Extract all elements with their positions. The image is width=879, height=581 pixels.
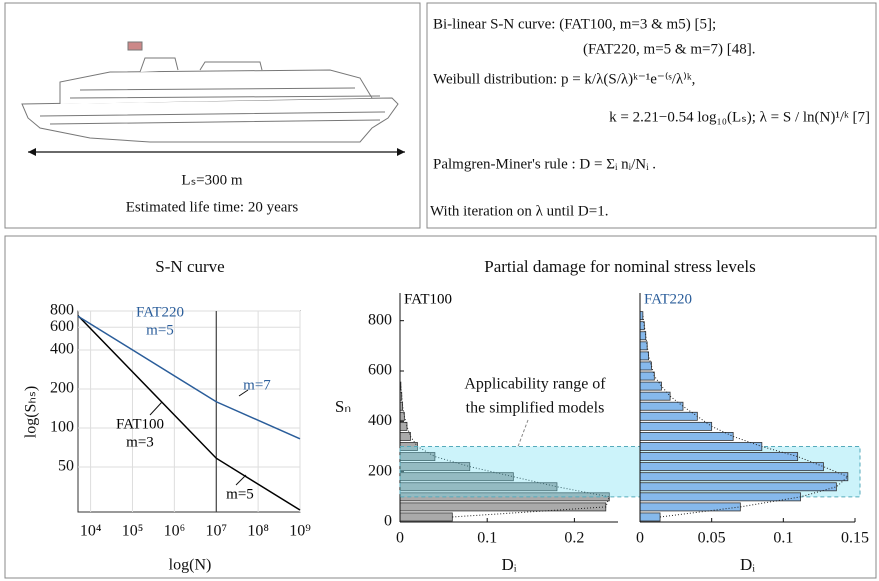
- life-label: Estimated life time: 20 years: [126, 199, 299, 215]
- curve-label: FAT100: [116, 416, 164, 432]
- bar: [639, 351, 650, 361]
- curve-label: m=7: [243, 377, 271, 393]
- bar: [639, 381, 662, 391]
- y-tick-label: 200: [50, 380, 74, 397]
- ship-drawing: [21, 41, 405, 156]
- x-tick-label: 10⁷: [205, 523, 227, 540]
- bar: [639, 432, 734, 441]
- bar: [639, 371, 655, 381]
- x-axis-label: Dᵢ: [501, 555, 516, 574]
- curve-label: m=3: [126, 434, 154, 450]
- flag: [127, 41, 143, 51]
- bar: [639, 421, 713, 431]
- plot-area: [77, 310, 301, 513]
- x-tick-label: 10⁸: [247, 523, 269, 540]
- panel-label: FAT100: [404, 291, 452, 307]
- y-tick-label: 800: [368, 311, 392, 328]
- method-line: With iteration on λ until D=1.: [430, 203, 608, 219]
- bar: [639, 462, 824, 472]
- bar: [639, 492, 801, 502]
- y-tick-label: 600: [50, 318, 74, 335]
- y-tick-label: 200: [368, 462, 392, 479]
- bar: [639, 361, 652, 371]
- label-pointer: [235, 474, 247, 486]
- length-label: Lₛ=300 m: [181, 172, 242, 188]
- bar: [639, 391, 671, 401]
- x-tick-label: 10⁴: [80, 523, 102, 540]
- x-tick-label: 10⁵: [122, 523, 144, 540]
- chart-title: Partial damage for nominal stress levels: [484, 257, 755, 276]
- y-tick-label: 400: [50, 341, 74, 358]
- x-tick-label: 10⁹: [289, 523, 311, 540]
- sn-curve: [77, 315, 301, 440]
- bar: [399, 502, 607, 512]
- y-axis-label: log(Sₕₛ): [23, 386, 40, 438]
- bar: [639, 452, 799, 462]
- bar: [639, 482, 837, 492]
- x-tick-label: 0.05: [698, 530, 726, 547]
- x-tick-label: 0.2: [564, 530, 584, 547]
- x-tick-label: 10⁶: [164, 523, 186, 540]
- y-tick-label: 800: [50, 302, 74, 319]
- y-tick-label: 0: [384, 513, 392, 530]
- annotation: Applicability range of: [464, 376, 606, 393]
- bar: [399, 512, 453, 522]
- method-panel: [426, 2, 877, 229]
- bar: [639, 512, 661, 522]
- x-tick-label: 0: [636, 530, 644, 547]
- x-tick-label: 0: [396, 530, 404, 547]
- curve-label: FAT220: [136, 304, 184, 320]
- chart-title: S-N curve: [155, 257, 224, 276]
- x-axis-label: Dᵢ: [740, 555, 755, 574]
- fit-curve: [400, 386, 610, 518]
- sn-curve: [77, 315, 301, 511]
- bar: [639, 502, 741, 512]
- bar: [639, 401, 684, 411]
- x-axis-label: log(N): [169, 557, 212, 574]
- label-pointer: [149, 401, 163, 416]
- bar: [399, 421, 408, 431]
- method-line: Weibull distribution: p = k/λ(S/λ)ᵏ⁻¹e⁻⁽…: [433, 71, 695, 87]
- x-tick-label: 0.1: [477, 530, 497, 547]
- fit-curve: [642, 315, 849, 518]
- annotation: the simplified models: [466, 400, 605, 417]
- x-tick-label: 0.15: [841, 530, 869, 547]
- label-pointer: [238, 389, 249, 397]
- method-line: Palmgren-Miner's rule : D = Σᵢ nᵢ/Nᵢ .: [433, 156, 656, 172]
- bar: [399, 432, 411, 441]
- bar: [639, 331, 647, 341]
- y-tick-label: 600: [368, 362, 392, 379]
- curve-label: m=5: [146, 322, 174, 338]
- bar: [639, 442, 763, 451]
- method-line: k = 2.21−0.54 log₁₀(Lₛ); λ = S / ln(N)¹/…: [609, 109, 870, 125]
- bar: [639, 472, 849, 482]
- x-tick-label: 0.1: [773, 530, 793, 547]
- y-tick-label: 400: [368, 412, 392, 429]
- y-tick-label: 50: [58, 458, 74, 475]
- method-line: (FAT220, m=5 & m=7) [48].: [583, 41, 755, 57]
- curve-label: m=5: [226, 486, 254, 502]
- panel-label: FAT220: [644, 291, 692, 307]
- bar: [639, 341, 648, 351]
- bar: [639, 411, 698, 421]
- method-line: Bi-linear S-N curve: (FAT100, m=3 & m5) …: [433, 16, 716, 32]
- y-axis-label: Sₙ: [335, 397, 351, 416]
- y-tick-label: 100: [50, 419, 74, 436]
